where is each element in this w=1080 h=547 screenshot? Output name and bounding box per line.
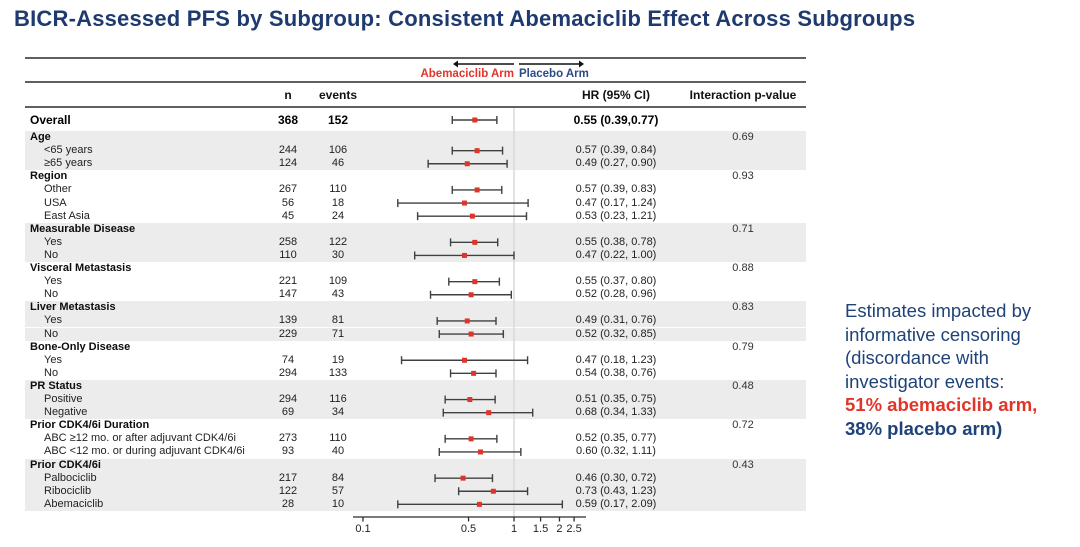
annotation-line: 38% placebo arm) xyxy=(845,417,1003,439)
hr-point-marker xyxy=(461,200,467,206)
hr-point-marker xyxy=(461,357,467,363)
abemaciclib-arm-label: Abemaciclib Arm xyxy=(420,68,514,80)
column-header-n: n xyxy=(284,88,292,102)
column-header-p: Interaction p-value xyxy=(689,88,797,102)
right-arrow-icon xyxy=(519,60,584,68)
annotation-line: Estimates impacted by xyxy=(845,300,1032,321)
hr-point-marker xyxy=(478,449,484,455)
annotation-note: Estimates impacted by informative censori… xyxy=(845,299,1080,440)
hr-point-marker xyxy=(472,279,478,285)
hr-point-marker xyxy=(486,410,492,416)
annotation-line: 51% abemaciclib arm, xyxy=(845,394,1038,415)
hr-point-marker xyxy=(464,161,470,167)
hr-point-marker xyxy=(472,117,478,123)
hr-point-marker xyxy=(468,292,474,298)
hr-point-marker xyxy=(460,475,466,481)
column-header-events: events xyxy=(318,88,358,102)
hr-point-marker xyxy=(474,148,480,154)
slide-title: BICR-Assessed PFS by Subgroup: Consisten… xyxy=(14,6,916,31)
column-header-hr: HR (95% CI) xyxy=(581,88,650,102)
hr-point-marker xyxy=(464,318,470,324)
hr-point-marker xyxy=(461,252,467,258)
hr-point-marker xyxy=(476,501,482,507)
hr-point-marker xyxy=(468,436,474,442)
hr-point-marker xyxy=(472,239,478,245)
hr-point-marker xyxy=(469,213,475,219)
annotation-line: (discordance with xyxy=(845,347,989,368)
annotation-line: informative censoring xyxy=(845,323,1021,345)
placebo-arm-label: Placebo Arm xyxy=(519,68,589,80)
hr-point-marker xyxy=(490,488,496,494)
hr-point-marker xyxy=(474,187,480,193)
hr-point-marker xyxy=(471,370,477,376)
left-arrow-icon xyxy=(453,60,514,68)
annotation-line: investigator events: xyxy=(845,370,1005,392)
hr-point-marker xyxy=(467,397,473,403)
hr-point-marker xyxy=(468,331,474,337)
